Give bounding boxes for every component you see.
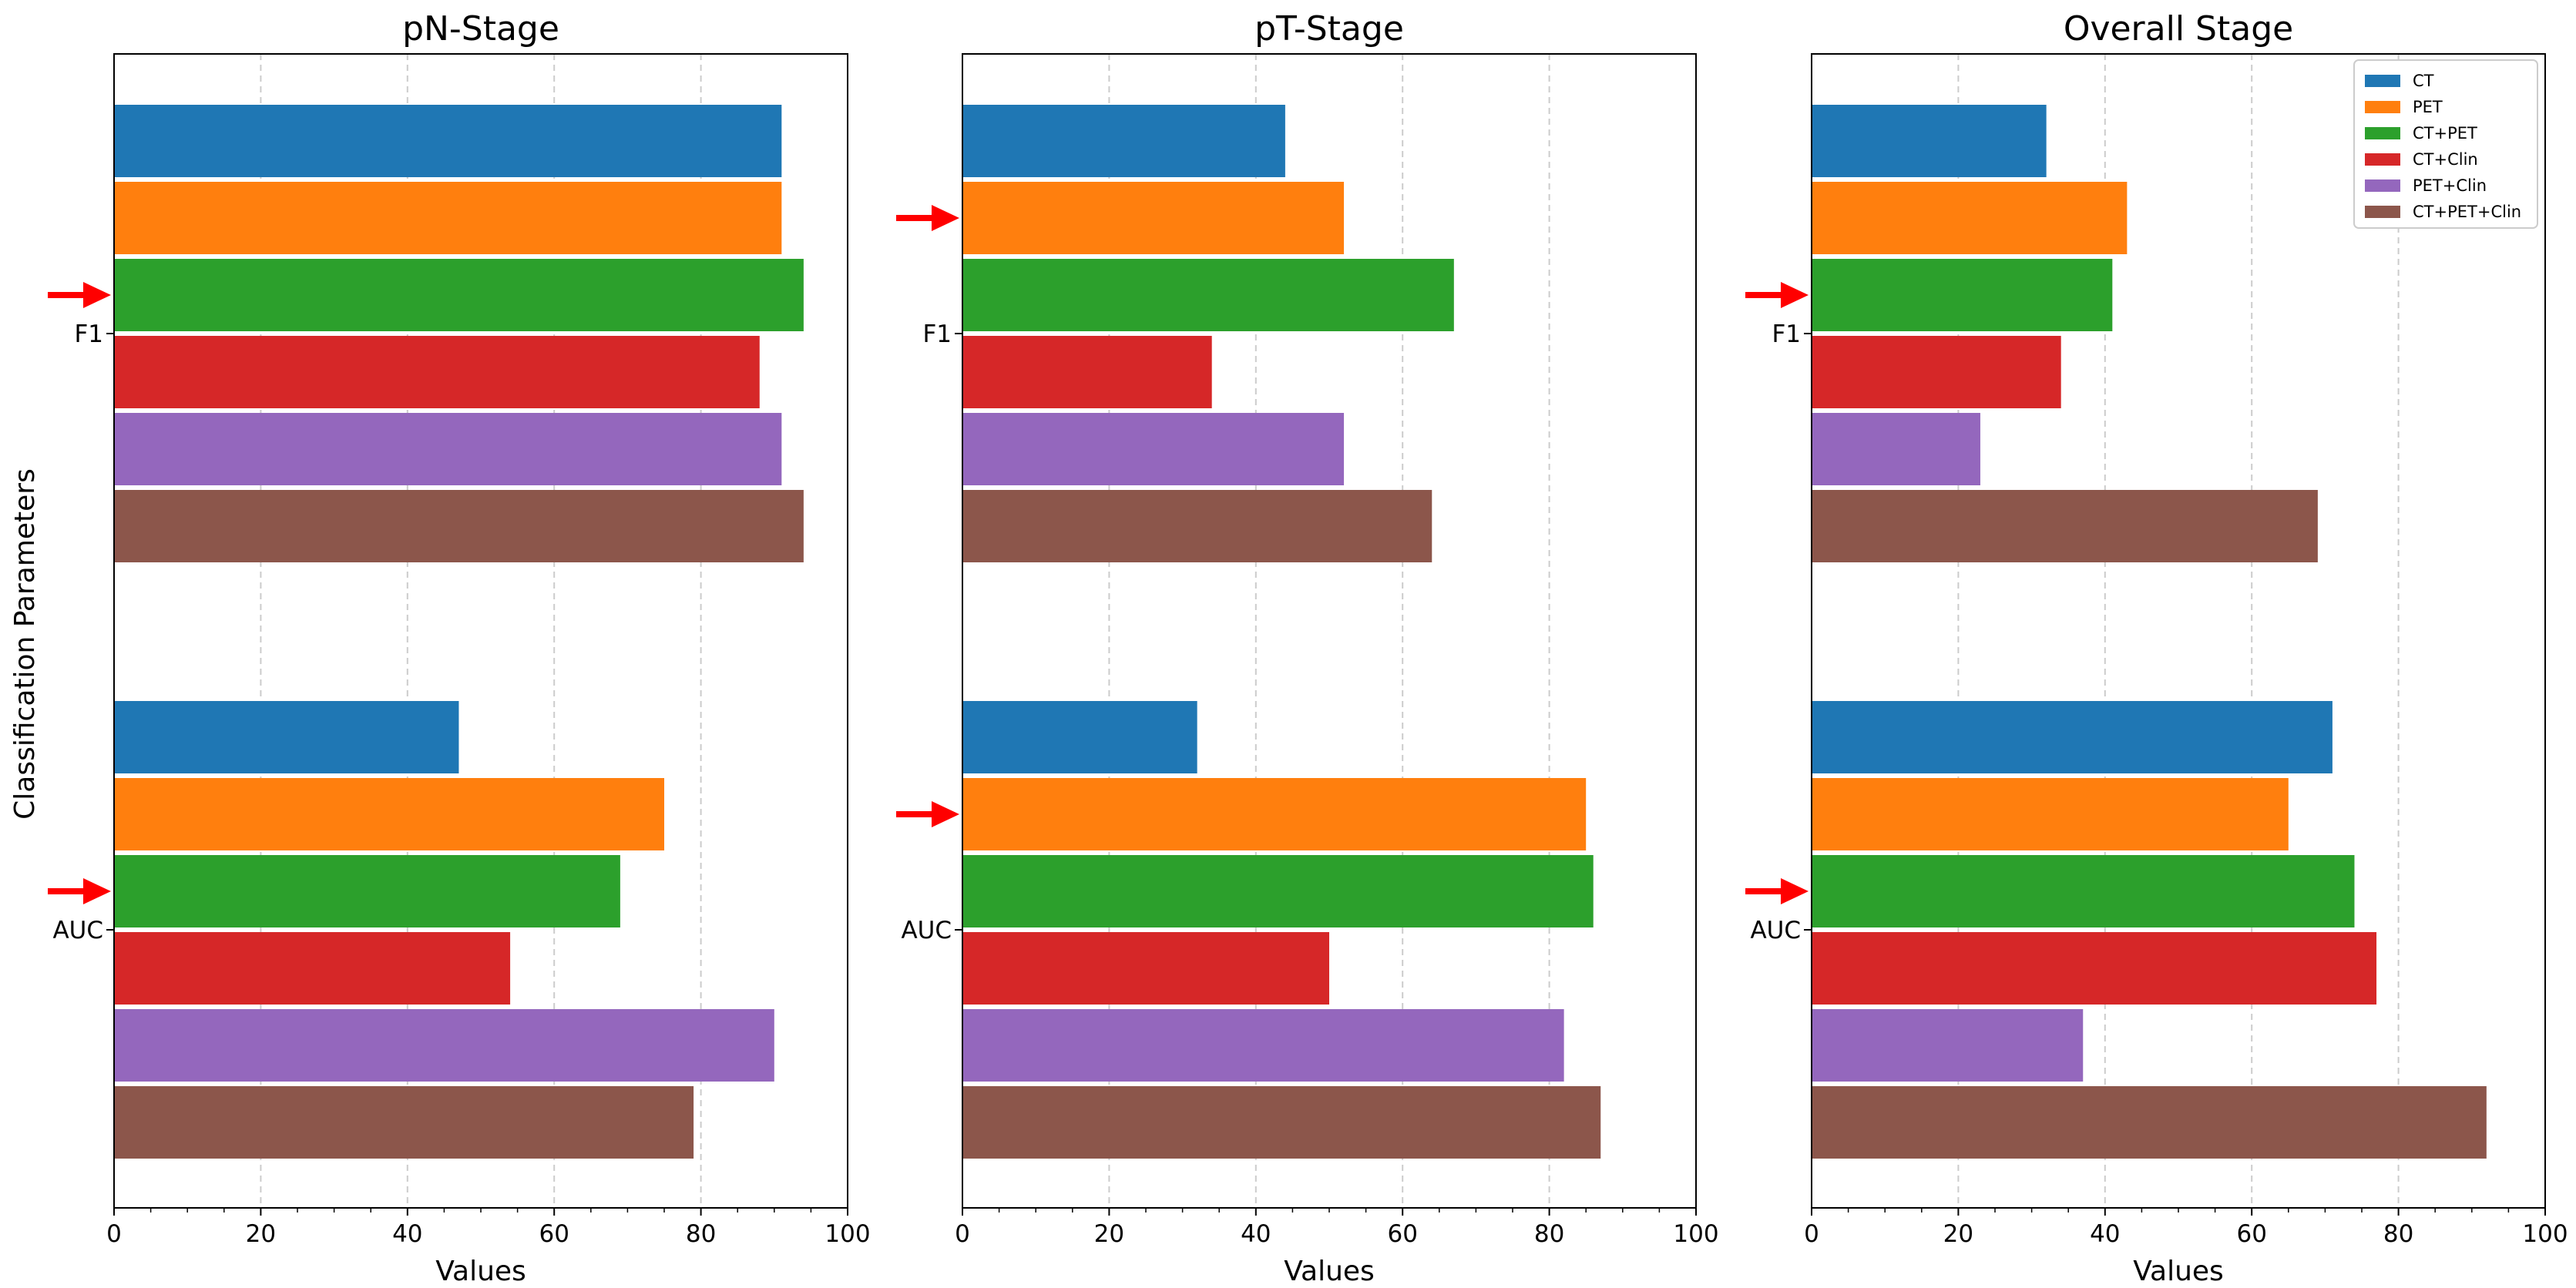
x-tick-label: 80 [686, 1220, 716, 1248]
y-tick-label-auc: AUC [901, 917, 952, 944]
arrow-auc-pet [896, 801, 959, 827]
bar-f1-ct-pet-clin [962, 490, 1432, 562]
legend-swatch-ct-clin [2365, 153, 2400, 166]
bar-auc-ct-pet-clin [962, 1086, 1601, 1159]
x-tick-label: 60 [1387, 1220, 1417, 1248]
panel-title: Overall Stage [2064, 9, 2293, 49]
x-tick-label: 0 [106, 1220, 122, 1248]
x-axis-label: Values [435, 1256, 526, 1287]
x-tick-label: 40 [392, 1220, 422, 1248]
legend-label-ct: CT [2413, 72, 2434, 90]
x-tick-label: 80 [2383, 1220, 2413, 1248]
panel-title: pN-Stage [402, 9, 559, 49]
x-tick-label: 20 [246, 1220, 276, 1248]
bar-f1-pet-clin [1812, 413, 1980, 485]
x-tick-label: 40 [1241, 1220, 1271, 1248]
arrow-auc-ct-pet [1745, 878, 1809, 904]
x-axis-label: Values [2133, 1256, 2224, 1287]
bar-auc-pet [962, 778, 1587, 850]
bar-f1-pet-clin [962, 413, 1345, 485]
arrow-head [83, 878, 111, 904]
bar-f1-ct [962, 105, 1285, 177]
panel-pt-stage: F1 AUC 0 20 40 60 80 100 Values pT-Stage [896, 9, 1719, 1287]
bar-f1-pet [1812, 182, 2128, 254]
legend-label-ct-clin: CT+Clin [2413, 150, 2478, 169]
bar-auc-ct-pet [114, 855, 620, 927]
x-tick-label: 40 [2090, 1220, 2120, 1248]
x-tick-label: 80 [1534, 1220, 1564, 1248]
bar-auc-ct-pet-clin [1812, 1086, 2487, 1159]
bar-auc-ct [962, 701, 1197, 773]
x-tick-label: 0 [1804, 1220, 1819, 1248]
legend-label-ct-pet: CT+PET [2413, 124, 2477, 143]
bar-auc-ct-clin [1812, 932, 2377, 1005]
bar-auc-ct-clin [962, 932, 1329, 1005]
legend-swatch-pet-clin [2365, 179, 2400, 192]
y-tick-label-auc: AUC [52, 917, 103, 944]
legend-swatch-ct-pet-clin [2365, 206, 2400, 218]
bar-auc-pet [114, 778, 664, 850]
bar-f1-ct-clin [1812, 336, 2061, 408]
arrow-head [1781, 282, 1809, 308]
legend-swatch-ct [2365, 75, 2400, 87]
bar-f1-ct-pet-clin [114, 490, 804, 562]
legend-label-ct-pet-clin: CT+PET+Clin [2413, 203, 2521, 221]
y-tick-label-f1: F1 [74, 320, 103, 348]
legend-label-pet: PET [2413, 98, 2443, 116]
y-tick-label-auc: AUC [1750, 917, 1801, 944]
bar-f1-ct-pet [1812, 259, 2113, 331]
legend: CT PET CT+PET CT+Clin PET+Clin CT+PET+Clin [2353, 59, 2538, 229]
bar-f1-pet-clin [114, 413, 782, 485]
bar-f1-ct-clin [962, 336, 1212, 408]
x-tick-label: 100 [2522, 1220, 2568, 1248]
bar-f1-ct-pet [114, 259, 804, 331]
arrow-head [1781, 878, 1809, 904]
x-tick-label: 20 [1943, 1220, 1973, 1248]
bar-f1-ct [1812, 105, 2047, 177]
panel-pn-stage: F1 AUC 0 20 40 60 80 100 Values pN-Stage [48, 9, 871, 1287]
x-tick-label: 60 [539, 1220, 569, 1248]
x-axis-label: Values [1284, 1256, 1375, 1287]
bar-auc-pet-clin [962, 1009, 1564, 1082]
bar-f1-pet [114, 182, 782, 254]
bar-f1-pet [962, 182, 1345, 254]
bar-f1-ct-pet [962, 259, 1454, 331]
bar-auc-pet-clin [114, 1009, 774, 1082]
arrow-head [83, 282, 111, 308]
bar-auc-ct-pet [1812, 855, 2355, 927]
bar-auc-pet [1812, 778, 2289, 850]
x-tick-label: 100 [825, 1220, 870, 1248]
bar-auc-ct-pet-clin [114, 1086, 694, 1159]
bar-f1-ct-pet-clin [1812, 490, 2318, 562]
x-tick-label: 20 [1094, 1220, 1124, 1248]
bar-auc-ct [1812, 701, 2333, 773]
panel-overall-stage: F1 AUC 0 20 40 60 80 100 Values Overall Stage [1745, 9, 2568, 1287]
bar-auc-ct-pet [962, 855, 1594, 927]
arrow-auc-ct-pet [48, 878, 111, 904]
arrow-head [932, 205, 959, 231]
bar-auc-pet-clin [1812, 1009, 2084, 1082]
arrow-head [932, 801, 959, 827]
bar-auc-ct [114, 701, 459, 773]
y-tick-label-f1: F1 [1772, 320, 1801, 348]
arrow-f1-ct-pet [1745, 282, 1809, 308]
arrow-f1-ct-pet [48, 282, 111, 308]
arrow-f1-pet [896, 205, 959, 231]
legend-swatch-pet [2365, 101, 2400, 113]
panel-title: pT-Stage [1254, 9, 1404, 49]
y-axis-label: Classification Parameters [9, 468, 41, 820]
y-tick-label-f1: F1 [922, 320, 952, 348]
x-tick-label: 100 [1673, 1220, 1718, 1248]
bar-auc-ct-clin [114, 932, 511, 1005]
legend-swatch-ct-pet [2365, 127, 2400, 139]
bar-f1-ct-clin [114, 336, 760, 408]
bar-f1-ct [114, 105, 782, 177]
x-tick-label: 0 [955, 1220, 970, 1248]
x-tick-label: 60 [2236, 1220, 2266, 1248]
legend-label-pet-clin: PET+Clin [2413, 176, 2487, 195]
